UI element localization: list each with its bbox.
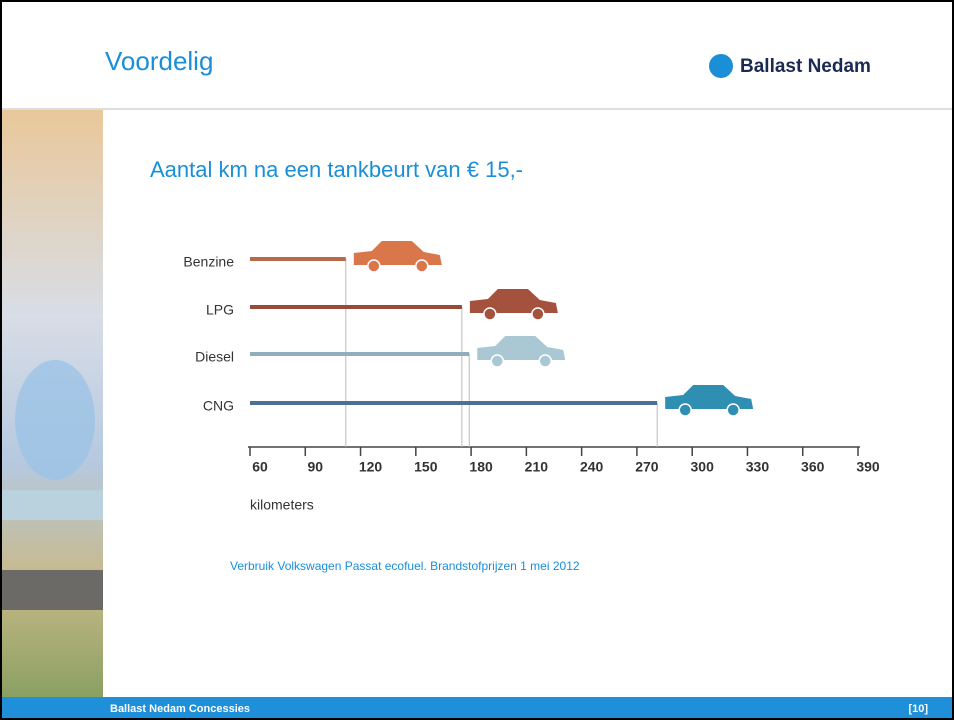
x-tick-label: 150 [414,459,438,475]
category-label: Benzine [183,254,234,270]
x-tick-label: 90 [307,459,323,475]
x-tick-label: 360 [801,459,825,475]
x-tick-label: 300 [691,459,715,475]
car-wheel [490,354,504,368]
x-axis-label: kilometers [250,497,314,513]
bar [250,401,658,405]
car-wheel [415,259,429,273]
car-wheel [538,354,552,368]
chart-title: Aantal km na een tankbeurt van € 15,- [150,157,523,182]
category-label: LPG [206,302,234,318]
car-wheel [726,403,740,417]
x-tick-label: 390 [856,459,880,475]
x-tick-label: 180 [469,459,493,475]
x-tick-label: 330 [746,459,770,475]
car-icon [477,336,566,360]
car-icon [469,289,558,313]
category-label: Diesel [195,349,234,365]
bar [250,305,462,309]
logo-text: Ballast Nedam [740,56,871,77]
car-icon [665,385,754,409]
logo-icon [709,54,733,78]
x-tick-label: 270 [635,459,659,475]
car-wheel [483,307,497,321]
note: Verbruik Volkswagen Passat ecofuel. Bran… [230,559,580,573]
tree [15,360,95,480]
x-tick-label: 210 [525,459,549,475]
car-wheel [531,307,545,321]
slide-title: Voordelig [105,46,213,76]
water [0,490,103,520]
bar [250,257,346,261]
x-tick-label: 120 [359,459,383,475]
page-number: [10] [908,703,928,715]
x-tick-label: 60 [252,459,268,475]
category-label: CNG [203,398,234,414]
footer-text: Ballast Nedam Concessies [110,703,250,715]
footer-bar [0,697,954,720]
car-wheel [367,259,381,273]
car-wheel [678,403,692,417]
car-icon [353,241,442,265]
x-tick-label: 240 [580,459,604,475]
rocks [0,570,103,610]
bar [250,352,470,356]
